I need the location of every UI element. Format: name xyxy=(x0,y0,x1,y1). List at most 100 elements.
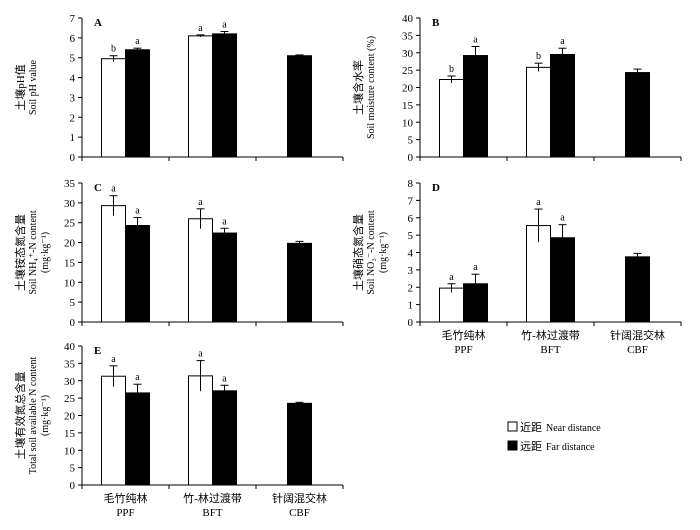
y-axis-label-unit: (mg·kg⁻¹) xyxy=(40,232,51,273)
y-tick-label: 30 xyxy=(402,48,414,60)
y-tick-label: 20 xyxy=(402,83,414,95)
significance-letter: a xyxy=(198,349,203,360)
significance-letter: a xyxy=(111,354,116,365)
bar-near-ppf xyxy=(101,375,126,486)
x-category-label-en: BFT xyxy=(540,344,560,356)
y-tick-label: 40 xyxy=(64,341,76,353)
y-tick-label: 1 xyxy=(70,132,76,144)
bar-far-cbf xyxy=(625,256,650,323)
y-tick-label: 3 xyxy=(70,92,76,104)
bar-near-bft xyxy=(526,66,551,158)
y-tick-label: 6 xyxy=(70,33,76,45)
y-tick-label: 15 xyxy=(64,257,76,269)
legend: 近距 Near distance 远距 Far distance xyxy=(507,421,601,453)
significance-letter: a xyxy=(111,184,116,195)
significance-letter: a xyxy=(222,373,227,384)
bar-far-bft xyxy=(550,237,575,323)
y-tick-label: 5 xyxy=(408,230,414,242)
y-tick-label: 35 xyxy=(402,30,414,42)
y-tick-label: 35 xyxy=(64,358,76,370)
significance-letter: a xyxy=(198,23,203,34)
y-axis-label-en: Soil NO₃⁻-N content xyxy=(366,210,377,295)
y-axis-label-en: Soil NH₄⁺-N content xyxy=(28,210,39,295)
y-tick-label: 0 xyxy=(408,152,414,164)
significance-letter: a xyxy=(560,213,565,224)
y-tick-label: 20 xyxy=(64,238,76,250)
y-tick-label: 4 xyxy=(408,248,414,260)
y-axis-label-en: Total soil available N content xyxy=(28,356,39,474)
y-axis-label: 土壤硝态氮含量 Soil NO₃⁻-N content (mg·kg⁻¹) xyxy=(351,210,389,295)
x-category-label-en: BFT xyxy=(202,507,222,519)
y-tick-label: 5 xyxy=(70,463,76,475)
y-tick-label: 3 xyxy=(408,265,414,277)
significance-letter: a xyxy=(536,197,541,208)
x-category-label-en: PPF xyxy=(454,344,472,356)
y-axis-label-cn: 土壤pH值 xyxy=(13,64,27,110)
significance-letter: a xyxy=(135,372,140,383)
y-tick-label: 8 xyxy=(408,178,414,190)
y-tick-label: 7 xyxy=(70,13,76,25)
bar-far-cbf xyxy=(287,242,312,323)
legend-near-label-en: Near distance xyxy=(546,423,601,434)
significance-letter: a xyxy=(449,272,454,283)
bar-near-ppf xyxy=(101,58,126,158)
x-category-label-en: PPF xyxy=(116,507,134,519)
legend-far-swatch xyxy=(507,440,518,451)
x-category-label-cn: 毛竹纯林 xyxy=(442,328,486,342)
bar-far-bft xyxy=(212,33,237,158)
y-axis-label-en: Soil moisture content (%) xyxy=(366,36,377,139)
significance-letter: a xyxy=(473,34,478,45)
bar-far-cbf xyxy=(625,72,650,158)
y-tick-label: 40 xyxy=(402,13,414,25)
y-tick-label: 2 xyxy=(70,112,76,124)
bar-far-ppf xyxy=(463,55,488,158)
y-tick-label: 10 xyxy=(64,277,76,289)
bar-near-ppf xyxy=(439,287,464,323)
significance-letter: b xyxy=(449,64,454,75)
y-tick-label: 5 xyxy=(70,53,76,65)
bar-near-ppf xyxy=(101,205,126,323)
y-tick-label: 20 xyxy=(64,411,76,423)
panel-c: 0 5 10 15 20 25 30 35 C 土壤铵态氮含量 Soil NH₄⁺-N conten… xyxy=(13,178,344,329)
significance-letter: a xyxy=(222,20,227,31)
x-category-label-cn: 竹-林过渡带 xyxy=(521,328,580,342)
panel-letter: E xyxy=(94,345,101,357)
y-tick-label: 0 xyxy=(408,317,414,329)
y-tick-label: 25 xyxy=(64,218,76,230)
legend-far-label-cn: 远距 xyxy=(520,440,542,453)
significance-letter: a xyxy=(135,206,140,217)
bar-near-bft xyxy=(188,375,213,486)
x-category-label-cn: 毛竹纯林 xyxy=(104,491,148,505)
bar-far-cbf xyxy=(287,55,312,158)
panel-d: 0 1 2 3 4 5 6 7 8 D 土壤硝态氮含量 Soil NO₃⁻-N content (mg·… xyxy=(351,178,682,356)
significance-letter: a xyxy=(560,36,565,47)
y-tick-label: 0 xyxy=(70,317,76,329)
significance-letter: a xyxy=(135,36,140,47)
y-axis-label-cn: 土壤铵态氮含量 xyxy=(13,214,27,291)
significance-letter: a xyxy=(473,262,478,273)
y-tick-label: 10 xyxy=(402,117,414,129)
bar-far-ppf xyxy=(125,392,150,486)
bar-far-bft xyxy=(212,390,237,486)
y-tick-label: 0 xyxy=(70,152,76,164)
y-tick-label: 25 xyxy=(402,65,414,77)
x-category-label-en: CBF xyxy=(289,507,310,519)
y-tick-label: 2 xyxy=(408,282,414,294)
y-axis-label-cn: 土壤硝态氮含量 xyxy=(351,214,365,291)
y-tick-label: 5 xyxy=(408,135,414,147)
y-axis-label-cn: 土壤有效氮总含量 xyxy=(13,372,27,460)
y-axis-label: 土壤铵态氮含量 Soil NH₄⁺-N content (mg·kg⁻¹) xyxy=(13,210,51,295)
y-tick-label: 4 xyxy=(70,73,76,85)
bar-near-ppf xyxy=(439,79,464,158)
x-category-label-en: CBF xyxy=(627,344,648,356)
bar-far-ppf xyxy=(125,224,150,323)
panel-e: 0 5 10 15 20 25 30 35 40 E 土壤有效氮总含量 Total soil avai… xyxy=(13,341,344,519)
y-tick-label: 15 xyxy=(402,100,414,112)
panel-letter: D xyxy=(432,182,440,194)
y-axis-label-cn: 土壤含水率 xyxy=(351,60,365,115)
bar-far-bft xyxy=(212,232,237,323)
bar-far-cbf xyxy=(287,402,312,486)
x-category-label-cn: 针阔混交林 xyxy=(610,328,665,342)
y-axis-label: 土壤有效氮总含量 Total soil available N content (m… xyxy=(13,356,51,474)
